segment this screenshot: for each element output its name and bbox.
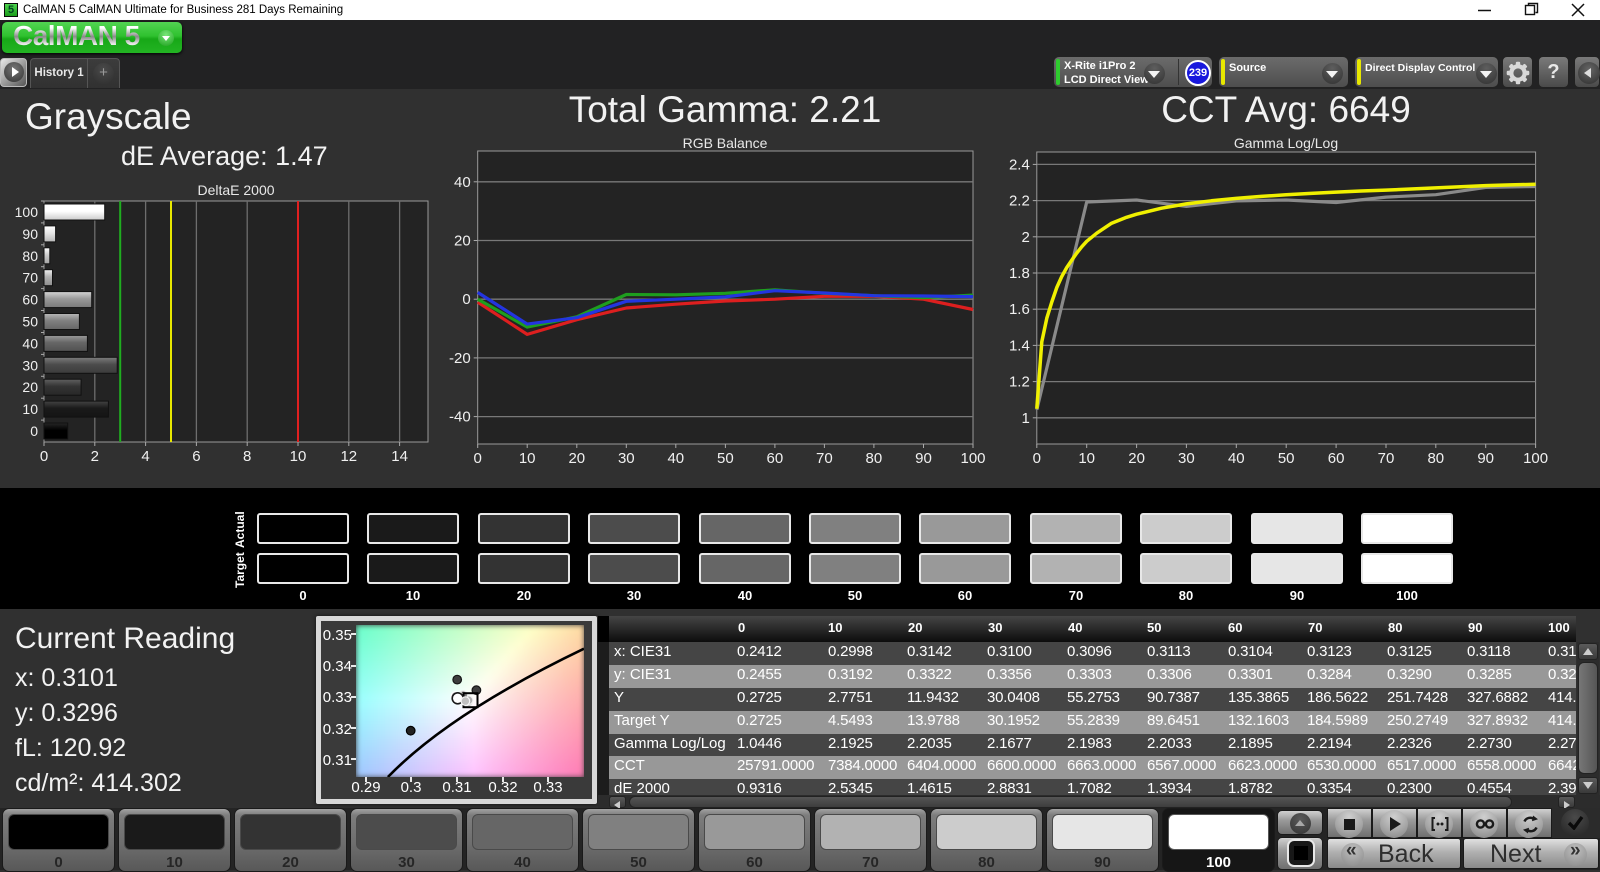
svg-text:10: 10 <box>1078 450 1095 467</box>
svg-text:2: 2 <box>1021 229 1029 246</box>
svg-text:2.4: 2.4 <box>1009 156 1030 173</box>
svg-text:0: 0 <box>1033 450 1041 467</box>
svg-text:70: 70 <box>816 450 833 467</box>
svg-text:60: 60 <box>22 292 38 308</box>
svg-text:80: 80 <box>1427 450 1444 467</box>
svg-text:10: 10 <box>519 450 536 467</box>
svg-text:90: 90 <box>915 450 932 467</box>
svg-text:1.2: 1.2 <box>1009 374 1030 391</box>
svg-text:30: 30 <box>618 450 635 467</box>
svg-text:80: 80 <box>22 248 38 264</box>
svg-text:-40: -40 <box>449 409 471 426</box>
svg-text:30: 30 <box>22 357 38 373</box>
svg-text:1.6: 1.6 <box>1009 301 1030 318</box>
svg-text:30: 30 <box>1178 450 1195 467</box>
svg-text:12: 12 <box>340 448 357 465</box>
svg-text:20: 20 <box>1128 450 1145 467</box>
svg-text:6: 6 <box>192 448 200 465</box>
svg-text:20: 20 <box>454 233 471 250</box>
svg-text:Gamma Log/Log: Gamma Log/Log <box>1234 135 1338 151</box>
svg-text:2.2: 2.2 <box>1009 193 1030 210</box>
svg-text:50: 50 <box>1278 450 1295 467</box>
svg-text:DeltaE 2000: DeltaE 2000 <box>197 182 274 198</box>
svg-text:2: 2 <box>91 448 99 465</box>
svg-text:60: 60 <box>1328 450 1345 467</box>
svg-text:90: 90 <box>1477 450 1494 467</box>
svg-text:-20: -20 <box>449 350 471 367</box>
svg-text:60: 60 <box>767 450 784 467</box>
svg-text:70: 70 <box>1378 450 1395 467</box>
svg-text:0: 0 <box>462 291 470 308</box>
svg-text:0: 0 <box>30 423 38 439</box>
svg-text:1: 1 <box>1021 410 1029 427</box>
svg-text:4: 4 <box>141 448 149 465</box>
svg-text:90: 90 <box>22 226 38 242</box>
svg-text:80: 80 <box>866 450 883 467</box>
svg-text:50: 50 <box>717 450 734 467</box>
svg-text:20: 20 <box>568 450 585 467</box>
svg-text:70: 70 <box>22 270 38 286</box>
svg-text:10: 10 <box>22 401 38 417</box>
svg-text:1.8: 1.8 <box>1009 265 1030 282</box>
svg-text:100: 100 <box>960 450 985 467</box>
svg-text:40: 40 <box>667 450 684 467</box>
svg-text:40: 40 <box>454 174 471 191</box>
svg-text:1.4: 1.4 <box>1009 337 1030 354</box>
svg-text:0: 0 <box>474 450 482 467</box>
svg-text:20: 20 <box>22 379 38 395</box>
svg-text:100: 100 <box>15 204 39 220</box>
svg-text:50: 50 <box>22 314 38 330</box>
svg-text:14: 14 <box>391 448 408 465</box>
svg-text:8: 8 <box>243 448 251 465</box>
svg-text:10: 10 <box>290 448 307 465</box>
svg-text:40: 40 <box>1228 450 1245 467</box>
svg-text:40: 40 <box>22 335 38 351</box>
svg-text:RGB Balance: RGB Balance <box>683 135 768 151</box>
svg-text:0: 0 <box>40 448 48 465</box>
svg-text:100: 100 <box>1523 450 1548 467</box>
